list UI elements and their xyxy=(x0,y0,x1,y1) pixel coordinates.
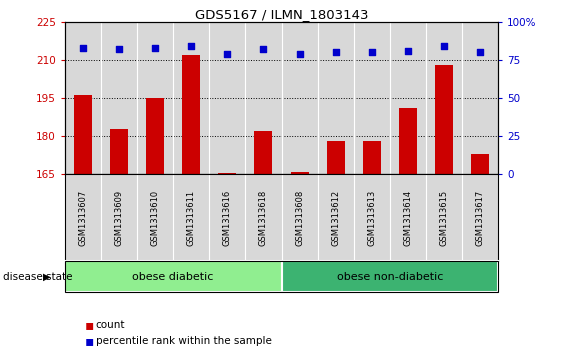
Bar xyxy=(327,141,345,174)
Bar xyxy=(110,129,128,174)
Text: count: count xyxy=(96,320,125,330)
Text: GSM1313608: GSM1313608 xyxy=(295,190,304,246)
Bar xyxy=(182,55,200,174)
Text: percentile rank within the sample: percentile rank within the sample xyxy=(96,336,271,346)
Bar xyxy=(254,131,272,174)
Point xyxy=(223,51,232,57)
Text: GSM1313611: GSM1313611 xyxy=(187,190,196,246)
Text: GSM1313613: GSM1313613 xyxy=(367,190,376,246)
Text: ▪: ▪ xyxy=(84,318,94,332)
Bar xyxy=(282,261,498,292)
Bar xyxy=(363,141,381,174)
Text: GSM1313614: GSM1313614 xyxy=(404,190,413,246)
Title: GDS5167 / ILMN_1803143: GDS5167 / ILMN_1803143 xyxy=(195,8,368,21)
Text: disease state: disease state xyxy=(3,272,72,282)
Text: GSM1313612: GSM1313612 xyxy=(331,190,340,246)
Text: GSM1313617: GSM1313617 xyxy=(476,190,485,246)
Bar xyxy=(65,261,282,292)
Point xyxy=(404,48,413,54)
Point xyxy=(476,49,485,55)
Text: obese non-diabetic: obese non-diabetic xyxy=(337,272,443,282)
Point xyxy=(150,45,159,50)
Point xyxy=(331,49,340,55)
Bar xyxy=(74,95,92,174)
Text: ▪: ▪ xyxy=(84,334,94,348)
Bar xyxy=(146,98,164,174)
Text: GSM1313615: GSM1313615 xyxy=(440,190,449,246)
Text: GSM1313616: GSM1313616 xyxy=(223,190,232,246)
Point xyxy=(78,45,87,50)
Text: obese diabetic: obese diabetic xyxy=(132,272,214,282)
Point xyxy=(187,43,196,49)
Text: GSM1313609: GSM1313609 xyxy=(114,190,123,246)
Text: GSM1313610: GSM1313610 xyxy=(150,190,159,246)
Point xyxy=(440,43,449,49)
Point xyxy=(114,46,123,52)
Bar xyxy=(471,154,489,174)
Point xyxy=(259,46,268,52)
Bar xyxy=(218,173,236,174)
Text: GSM1313618: GSM1313618 xyxy=(259,190,268,246)
Text: GSM1313607: GSM1313607 xyxy=(78,190,87,246)
Bar xyxy=(291,172,309,174)
Point xyxy=(367,49,376,55)
Text: ▶: ▶ xyxy=(43,272,51,282)
Bar xyxy=(399,108,417,174)
Point xyxy=(295,51,304,57)
Bar xyxy=(435,65,453,174)
